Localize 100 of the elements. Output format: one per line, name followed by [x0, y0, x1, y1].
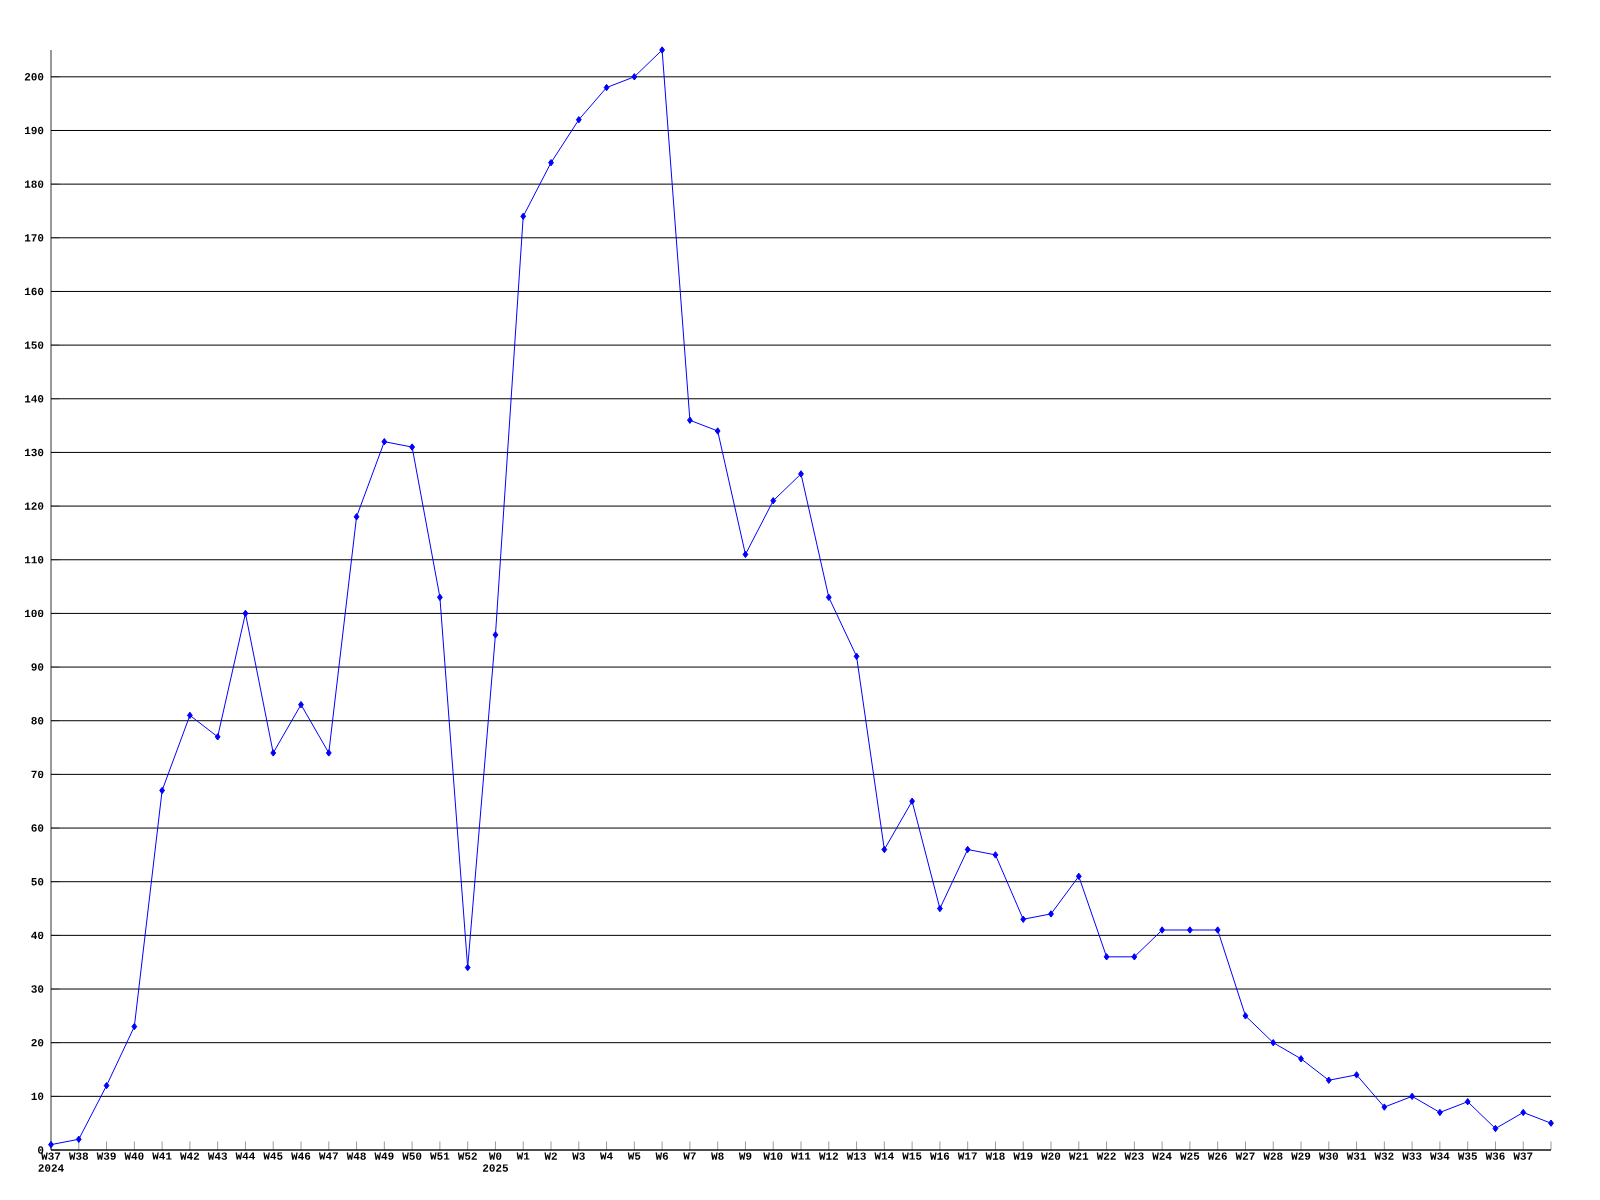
x-tick-label: W24 [1152, 1152, 1172, 1160]
point [742, 550, 749, 559]
point [992, 851, 999, 859]
point [381, 438, 388, 446]
x-tick-label: W3 [572, 1152, 585, 1160]
x-tick-label: W43 [207, 1152, 227, 1160]
point [659, 46, 666, 54]
x-tick-label: W16 [930, 1152, 950, 1160]
y-tick-label: 70 [31, 770, 44, 779]
y-tick-label: 120 [24, 502, 44, 510]
x-tick-label: W47 [318, 1152, 338, 1160]
point [409, 443, 416, 451]
x-tick-label: W46 [291, 1152, 311, 1160]
x-tick-label: W18 [985, 1152, 1005, 1160]
point [75, 1135, 82, 1143]
x-tick-label: W19 [1013, 1152, 1033, 1160]
x-tick-label: W49 [374, 1152, 394, 1160]
x-tick-label: W30 [1318, 1152, 1339, 1160]
y-tick-label: 190 [24, 126, 44, 135]
point [1048, 910, 1054, 918]
x-tick-label: W36 [1485, 1152, 1505, 1160]
point [131, 1022, 138, 1031]
point [853, 652, 860, 661]
point [1242, 1012, 1249, 1020]
y-tick-label: 130 [24, 448, 44, 457]
x-tick-label: W0 2025 [482, 1152, 509, 1172]
x-tick-label: W6 [655, 1152, 669, 1160]
y-tick-label: 40 [31, 931, 44, 940]
point [1325, 1076, 1332, 1084]
point [1548, 1119, 1554, 1127]
x-tick-label: W51 [430, 1152, 450, 1160]
y-tick-label: 30 [31, 985, 44, 993]
point [242, 609, 249, 618]
y-tick-label: 20 [31, 1038, 44, 1047]
x-tick-label: W27 [1235, 1152, 1255, 1160]
point [1214, 926, 1221, 934]
x-tick-label: W23 [1124, 1152, 1144, 1160]
point [325, 749, 332, 757]
y-tick-label: 80 [31, 716, 44, 725]
x-tick-label: W38 [68, 1152, 89, 1160]
y-tick-label: 200 [24, 73, 44, 81]
x-tick-label: W12 [818, 1152, 839, 1160]
point [214, 733, 221, 741]
x-tick-label: W35 [1457, 1152, 1477, 1160]
x-tick-label: W1 [516, 1152, 530, 1160]
point [770, 497, 777, 505]
x-tick-label: W44 [235, 1152, 255, 1160]
x-tick-label: W26 [1207, 1152, 1227, 1160]
y-tick-label: 0 [38, 1146, 44, 1154]
x-tick-label: W9 [738, 1152, 752, 1160]
point [1103, 953, 1110, 961]
point [881, 845, 888, 854]
x-tick-label: W25 [1180, 1152, 1200, 1160]
point [1187, 926, 1193, 934]
point [686, 416, 693, 424]
point [1381, 1103, 1388, 1111]
point [353, 513, 360, 521]
x-tick-label: W28 [1263, 1152, 1283, 1160]
x-tick-label: W50 [402, 1152, 422, 1160]
x-tick-label: W40 [124, 1152, 144, 1160]
x-tick-label: W52 [457, 1152, 477, 1160]
x-tick-label: W2 [544, 1152, 557, 1160]
point [1298, 1055, 1304, 1063]
x-tick-label: W13 [846, 1152, 866, 1160]
x-tick-label: W37 [1513, 1152, 1533, 1160]
point [492, 631, 499, 639]
x-tick-label: W31 [1346, 1152, 1366, 1160]
point [1131, 953, 1138, 961]
x-tick-label: W15 [902, 1152, 922, 1160]
x-tick-label: W10 [763, 1152, 783, 1160]
point [1159, 926, 1166, 934]
point [909, 797, 916, 805]
point [1409, 1092, 1416, 1101]
x-tick-label: W8 [711, 1152, 724, 1160]
x-tick-label: W14 [874, 1152, 894, 1160]
point [1520, 1108, 1527, 1117]
point [603, 83, 610, 92]
point [798, 470, 804, 478]
point [1353, 1071, 1360, 1079]
x-tick-label: W45 [263, 1152, 283, 1160]
y-tick-label: 140 [24, 395, 44, 403]
x-tick-label: W32 [1374, 1152, 1394, 1160]
point [1464, 1098, 1471, 1106]
x-tick-label: W11 [791, 1152, 811, 1160]
x-tick-label: W20 [1041, 1152, 1061, 1160]
y-tick-label: 100 [24, 609, 44, 618]
x-tick-label: W4 [599, 1152, 613, 1160]
x-tick-label: W42 [180, 1152, 200, 1160]
point [1020, 915, 1027, 923]
point [1492, 1124, 1499, 1133]
point [186, 711, 193, 720]
y-tick-label: 180 [24, 180, 44, 188]
point [575, 116, 582, 124]
point [631, 73, 638, 81]
x-tick-label: W48 [346, 1152, 366, 1160]
x-tick-label: W41 [152, 1152, 172, 1160]
x-tick-label: W33 [1402, 1152, 1422, 1160]
y-tick-label: 110 [24, 556, 44, 564]
y-tick-label: 160 [24, 287, 44, 296]
y-tick-label: 50 [31, 877, 44, 886]
